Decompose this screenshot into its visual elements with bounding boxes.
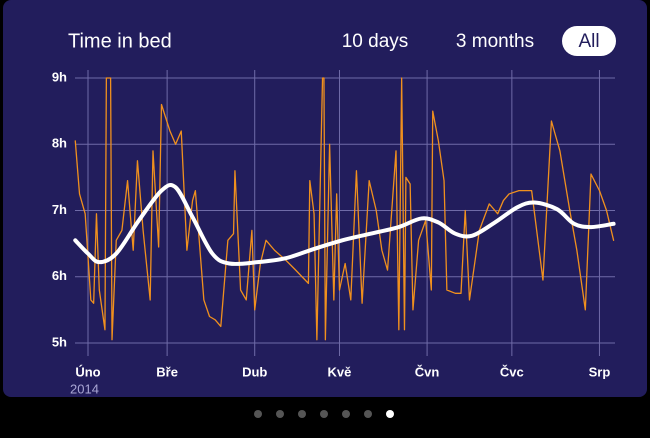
trend-line	[73, 182, 616, 267]
page-dot	[364, 410, 372, 418]
page-dot	[276, 410, 284, 418]
x-tick-label: Čvn	[415, 364, 440, 379]
page-dot	[254, 410, 262, 418]
year-label: 2014	[70, 381, 99, 396]
x-tick-label: Dub	[242, 364, 267, 379]
x-tick-label: Bře	[156, 364, 178, 379]
selected-pill[interactable]	[562, 26, 616, 56]
page-dots	[254, 410, 394, 418]
x-tick-label: Čvc	[500, 364, 524, 379]
range-button[interactable]: 10 days	[342, 31, 409, 52]
page-dot	[342, 410, 350, 418]
page-dot	[320, 410, 328, 418]
x-tick-label: Srp	[589, 364, 611, 379]
chart-title: Time in bed	[68, 30, 172, 52]
y-tick-label: 9h	[52, 69, 67, 84]
y-tick-label: 5h	[52, 334, 67, 349]
x-tick-label: Kvě	[328, 364, 352, 379]
range-button[interactable]: 3 months	[456, 31, 534, 52]
page-dot	[386, 410, 394, 418]
x-tick-label: Úno	[75, 364, 100, 379]
y-tick-label: 7h	[52, 202, 67, 217]
page-dot	[298, 410, 306, 418]
y-tick-label: 6h	[52, 268, 67, 283]
range-button[interactable]: All	[578, 31, 599, 52]
y-tick-label: 8h	[52, 136, 67, 151]
